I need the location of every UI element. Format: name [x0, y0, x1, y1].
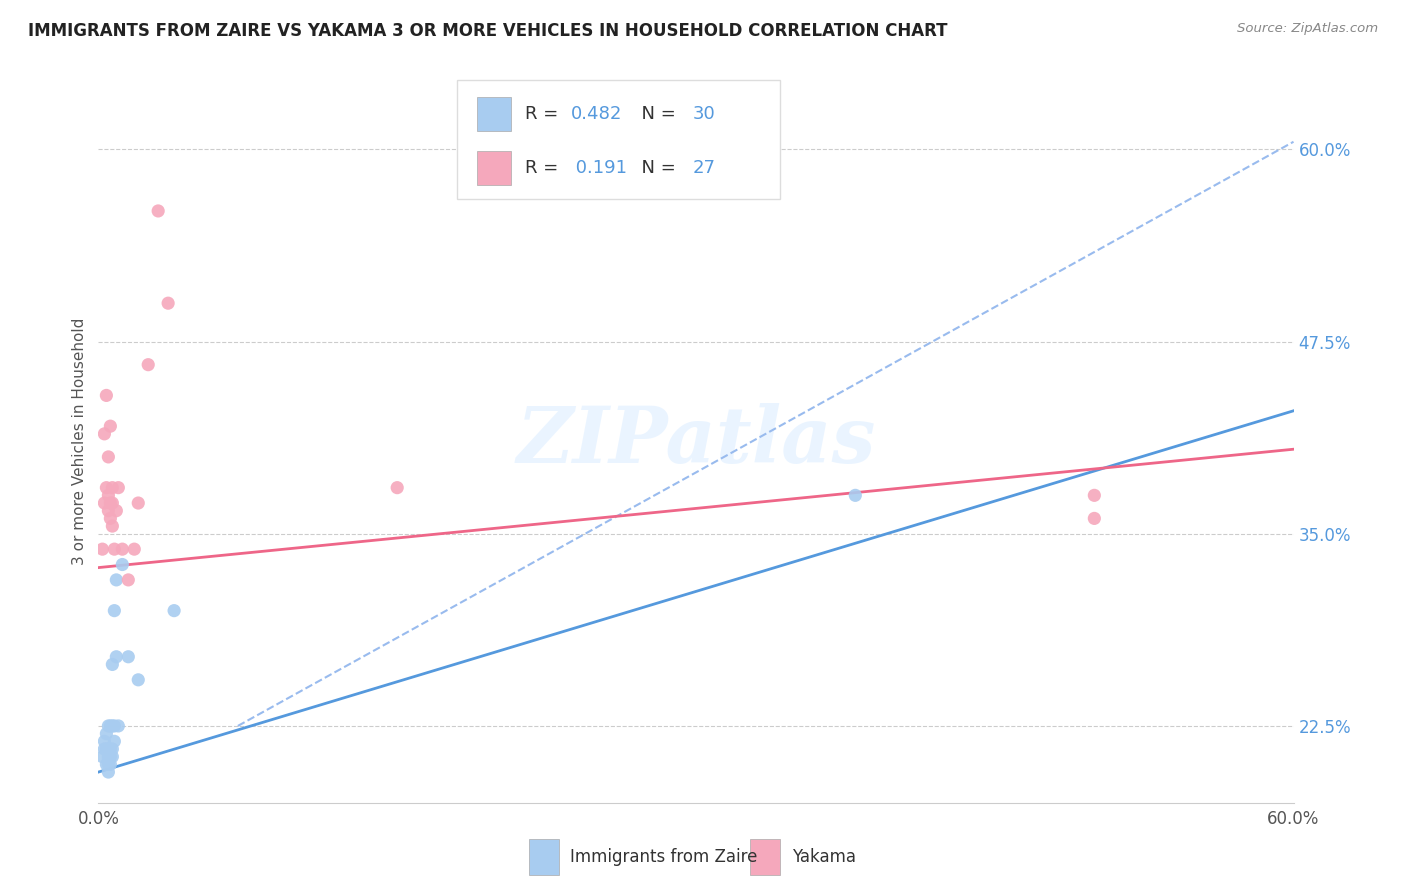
Text: ZIPatlas: ZIPatlas	[516, 403, 876, 480]
Text: 0.191: 0.191	[571, 159, 627, 177]
Point	[97, 757, 120, 772]
FancyBboxPatch shape	[477, 151, 510, 186]
Point	[97, 749, 120, 764]
Text: R =: R =	[524, 105, 564, 123]
Point	[98, 749, 122, 764]
Point	[97, 742, 120, 756]
Point	[385, 481, 409, 495]
Point	[1083, 488, 1105, 502]
Text: N =: N =	[630, 105, 682, 123]
Point	[844, 488, 866, 502]
Text: Source: ZipAtlas.com: Source: ZipAtlas.com	[1237, 22, 1378, 36]
Point	[103, 719, 125, 733]
Point	[97, 765, 120, 780]
Point	[98, 742, 122, 756]
Y-axis label: 3 or more Vehicles in Household: 3 or more Vehicles in Household	[72, 318, 87, 566]
FancyBboxPatch shape	[749, 838, 780, 875]
Point	[117, 573, 139, 587]
Point	[107, 481, 129, 495]
Point	[93, 496, 115, 510]
Point	[97, 504, 120, 518]
Point	[107, 719, 129, 733]
Text: Immigrants from Zaire: Immigrants from Zaire	[571, 848, 758, 866]
Point	[105, 573, 128, 587]
Point	[98, 757, 122, 772]
Point	[111, 558, 134, 572]
Point	[148, 203, 170, 218]
Point	[91, 542, 114, 557]
Point	[105, 649, 128, 664]
Point	[96, 481, 118, 495]
Point	[105, 504, 128, 518]
Point	[136, 358, 159, 372]
Point	[91, 749, 114, 764]
Point	[96, 757, 118, 772]
Point	[124, 542, 146, 557]
FancyBboxPatch shape	[457, 80, 780, 200]
Text: 0.482: 0.482	[571, 105, 621, 123]
Point	[117, 649, 139, 664]
Point	[101, 742, 124, 756]
Point	[98, 511, 122, 525]
Point	[101, 657, 124, 672]
Point	[157, 296, 180, 310]
Text: 30: 30	[692, 105, 716, 123]
Point	[163, 604, 186, 618]
Point	[103, 604, 125, 618]
Text: Yakama: Yakama	[792, 848, 856, 866]
Point	[103, 542, 125, 557]
Text: IMMIGRANTS FROM ZAIRE VS YAKAMA 3 OR MORE VEHICLES IN HOUSEHOLD CORRELATION CHAR: IMMIGRANTS FROM ZAIRE VS YAKAMA 3 OR MOR…	[28, 22, 948, 40]
Point	[97, 488, 120, 502]
Point	[93, 742, 115, 756]
Point	[101, 749, 124, 764]
Point	[96, 742, 118, 756]
Point	[127, 496, 149, 510]
Point	[1083, 511, 1105, 525]
Point	[97, 450, 120, 464]
Point	[101, 519, 124, 533]
Point	[101, 481, 124, 495]
Point	[103, 734, 125, 748]
Point	[96, 726, 118, 740]
Point	[97, 719, 120, 733]
FancyBboxPatch shape	[477, 97, 510, 131]
Point	[98, 419, 122, 434]
Point	[98, 719, 122, 733]
Point	[98, 496, 122, 510]
Text: 27: 27	[692, 159, 716, 177]
Point	[101, 719, 124, 733]
Point	[93, 426, 115, 441]
Point	[101, 496, 124, 510]
Point	[93, 734, 115, 748]
Point	[111, 542, 134, 557]
Point	[127, 673, 149, 687]
Text: R =: R =	[524, 159, 564, 177]
Text: N =: N =	[630, 159, 682, 177]
Point	[96, 388, 118, 402]
FancyBboxPatch shape	[529, 838, 558, 875]
